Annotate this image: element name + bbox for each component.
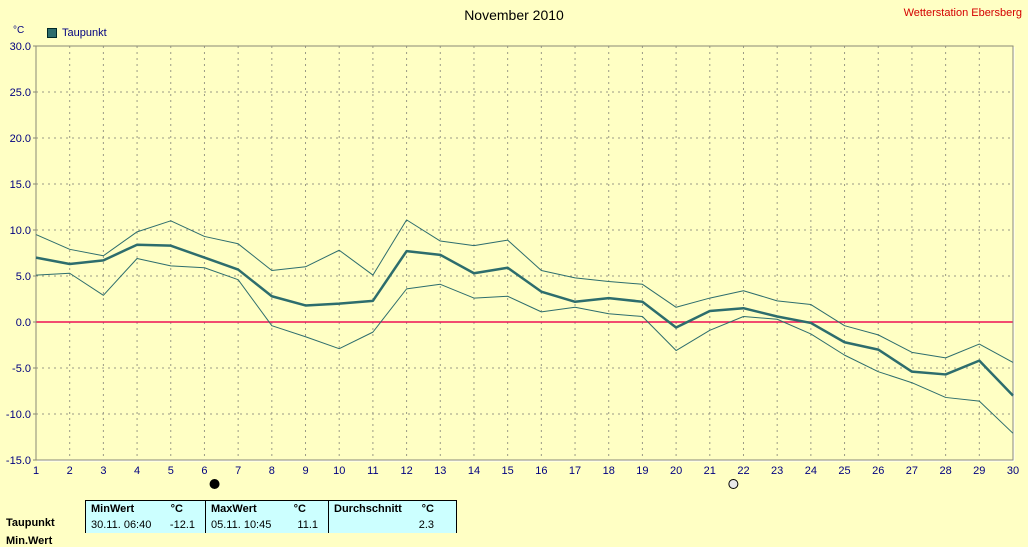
- series-line-mean: [35, 243, 1014, 397]
- x-tick-label: 16: [535, 465, 547, 477]
- minwert-time: 30.11. 06:40: [91, 519, 152, 531]
- series-line-max: [35, 219, 1014, 363]
- x-tick-label: 29: [973, 465, 985, 477]
- x-tick-label: 17: [569, 465, 581, 477]
- y-tick-label: 10.0: [10, 225, 31, 237]
- x-tick-label: 24: [805, 465, 817, 477]
- x-tick-label: 22: [737, 465, 749, 477]
- y-tick-label: 15.0: [10, 179, 31, 191]
- summary-table: MinWert °C 30.11. 06:40 -12.1 MaxWert °C…: [85, 500, 457, 533]
- new-moon-icon: [209, 479, 220, 489]
- x-tick-label: 3: [100, 465, 106, 477]
- y-tick-label: 30.0: [10, 41, 31, 53]
- y-axis-unit-label: °C: [13, 25, 25, 36]
- minwert-header: MinWert: [91, 503, 135, 515]
- station-name: Wetterstation Ebersberg: [903, 7, 1022, 19]
- summary-col-avg: Durchschnitt °C 2.3: [328, 501, 457, 533]
- x-tick-label: 26: [872, 465, 884, 477]
- x-tick-label: 14: [468, 465, 480, 477]
- x-tick-label: 4: [134, 465, 140, 477]
- maxwert-header: MaxWert: [211, 503, 257, 515]
- maxwert-value: 11.1: [297, 519, 318, 531]
- summary-col-max: MaxWert °C 05.11. 10:45 11.1: [205, 501, 328, 533]
- durchschnitt-unit-header: °C: [421, 503, 434, 515]
- minwert-unit-header: °C: [170, 503, 183, 515]
- x-tick-label: 30: [1007, 465, 1019, 477]
- plot-frame: [35, 45, 1014, 461]
- x-tick-label: 28: [939, 465, 951, 477]
- x-tick-label: 25: [838, 465, 850, 477]
- x-tick-label: 23: [771, 465, 783, 477]
- x-tick-label: 15: [502, 465, 514, 477]
- legend: Taupunkt: [47, 27, 107, 39]
- y-tick-label: 20.0: [10, 133, 31, 145]
- durchschnitt-header: Durchschnitt: [334, 503, 402, 515]
- x-tick-label: 10: [333, 465, 345, 477]
- x-tick-label: 5: [168, 465, 174, 477]
- x-tick-label: 21: [704, 465, 716, 477]
- x-tick-label: 9: [302, 465, 308, 477]
- summary-col-min: MinWert °C 30.11. 06:40 -12.1: [85, 501, 205, 533]
- full-moon-icon: [728, 479, 739, 489]
- page-title: November 2010: [464, 7, 564, 23]
- x-tick-label: 27: [906, 465, 918, 477]
- y-tick-label: 25.0: [10, 87, 31, 99]
- legend-label: Taupunkt: [62, 27, 107, 39]
- y-tick-label: 5.0: [16, 271, 31, 283]
- x-tick-label: 19: [636, 465, 648, 477]
- x-tick-label: 1: [33, 465, 39, 477]
- table-clipped-row-label: Min.Wert: [6, 535, 53, 547]
- series-swatch-icon: [47, 28, 57, 38]
- durchschnitt-value: 2.3: [418, 519, 434, 531]
- x-tick-label: 11: [367, 465, 378, 477]
- x-tick-label: 7: [235, 465, 241, 477]
- x-tick-label: 12: [400, 465, 412, 477]
- y-tick-label: -15.0: [6, 455, 31, 467]
- x-tick-label: 8: [269, 465, 275, 477]
- minwert-value: -12.1: [169, 519, 195, 531]
- y-tick-label: -10.0: [6, 409, 31, 421]
- x-tick-label: 18: [603, 465, 615, 477]
- table-row-label: Taupunkt: [6, 517, 55, 529]
- y-tick-label: -5.0: [12, 363, 31, 375]
- maxwert-unit-header: °C: [293, 503, 306, 515]
- y-tick-label: 0.0: [16, 317, 31, 329]
- x-tick-label: 6: [201, 465, 207, 477]
- series-line-min: [35, 258, 1014, 434]
- maxwert-time: 05.11. 10:45: [211, 519, 272, 531]
- x-tick-label: 2: [67, 465, 73, 477]
- x-tick-label: 13: [434, 465, 446, 477]
- plot-area: [36, 46, 1013, 460]
- x-tick-label: 20: [670, 465, 682, 477]
